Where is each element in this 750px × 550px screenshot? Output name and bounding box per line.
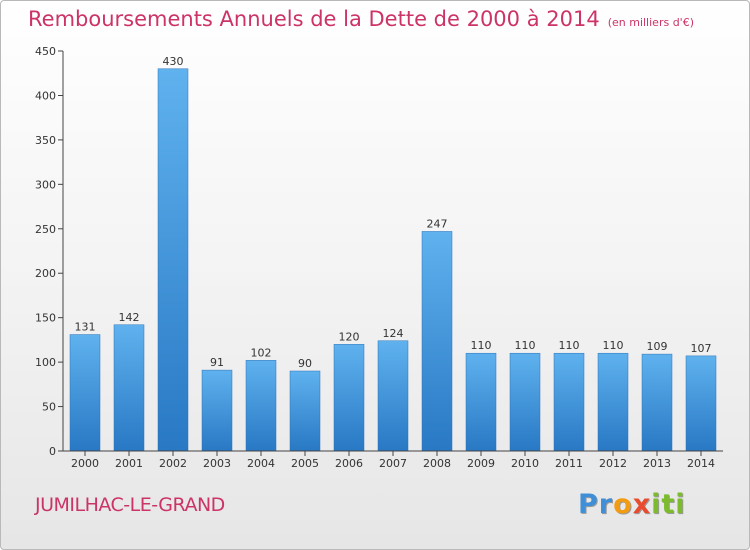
bar-2003 bbox=[201, 369, 233, 452]
data-label-2007: 124 bbox=[383, 327, 404, 340]
proxiti-logo: Proxiti bbox=[578, 489, 686, 520]
x-tick-label-2004: 2004 bbox=[247, 457, 275, 470]
data-label-2006: 120 bbox=[339, 330, 360, 343]
x-tick-label-2002: 2002 bbox=[159, 457, 187, 470]
logo-letter: r bbox=[598, 489, 614, 520]
y-tick-label: 50 bbox=[42, 401, 56, 414]
x-tick-label-2003: 2003 bbox=[203, 457, 231, 470]
x-tick-label-2001: 2001 bbox=[115, 457, 143, 470]
bar-2000 bbox=[69, 334, 101, 452]
bar-2005 bbox=[289, 370, 321, 452]
x-tick-label-2009: 2009 bbox=[467, 457, 495, 470]
bar-2010 bbox=[509, 352, 541, 452]
data-label-2013: 109 bbox=[647, 340, 668, 353]
bar-2011 bbox=[553, 352, 585, 452]
data-label-2008: 247 bbox=[427, 217, 448, 230]
data-label-2014: 107 bbox=[691, 342, 712, 355]
y-tick-label: 0 bbox=[49, 445, 56, 458]
y-tick-label: 150 bbox=[35, 312, 56, 325]
chart-title-text: Remboursements Annuels de la Dette de 20… bbox=[28, 7, 600, 31]
logo-letter: x bbox=[632, 489, 652, 520]
data-label-2010: 110 bbox=[515, 339, 536, 352]
data-label-2011: 110 bbox=[559, 339, 580, 352]
data-label-2004: 102 bbox=[251, 346, 272, 359]
bar-2009 bbox=[465, 352, 497, 452]
bar-2007 bbox=[377, 340, 409, 452]
x-tick-label-2014: 2014 bbox=[687, 457, 715, 470]
y-axis: 0 50 100 150 200 250 300 350 400 450 bbox=[35, 45, 64, 458]
x-tick-label-2005: 2005 bbox=[291, 457, 319, 470]
y-tick-label: 200 bbox=[35, 267, 56, 280]
x-tick-label-2010: 2010 bbox=[511, 457, 539, 470]
logo-letter: o bbox=[613, 489, 633, 520]
logo-letter: P bbox=[578, 489, 599, 520]
data-label-2012: 110 bbox=[603, 339, 624, 352]
bar-2008 bbox=[421, 231, 453, 452]
bar-2006 bbox=[333, 344, 365, 452]
data-label-2001: 142 bbox=[119, 311, 140, 324]
logo-letter: i bbox=[675, 489, 686, 520]
commune-name: JUMILHAC-LE-GRAND bbox=[35, 494, 225, 516]
y-tick-label: 450 bbox=[35, 45, 56, 58]
logo-letter: i bbox=[651, 489, 662, 520]
x-tick-label-2008: 2008 bbox=[423, 457, 451, 470]
bars: 131 142 430 91 102 90 120 124 247 110 110 110 110 109… bbox=[69, 55, 717, 452]
x-tick-label-2012: 2012 bbox=[599, 457, 627, 470]
bar-2013 bbox=[641, 353, 673, 452]
bar-2014 bbox=[685, 355, 717, 452]
y-tick-label: 400 bbox=[35, 89, 56, 102]
chart-title: Remboursements Annuels de la Dette de 20… bbox=[28, 7, 694, 31]
bar-2001 bbox=[113, 324, 145, 452]
bar-2002 bbox=[157, 68, 189, 452]
y-tick-label: 300 bbox=[35, 178, 56, 191]
data-label-2000: 131 bbox=[75, 321, 96, 334]
y-tick-label: 250 bbox=[35, 223, 56, 236]
y-tick-label: 350 bbox=[35, 134, 56, 147]
x-tick-label-2013: 2013 bbox=[643, 457, 671, 470]
x-tick-label-2007: 2007 bbox=[379, 457, 407, 470]
y-tick-label: 100 bbox=[35, 356, 56, 369]
logo-letter: t bbox=[661, 489, 676, 520]
x-axis: 2000 2001 2002 2003 2004 2005 2006 2007 2008 2009… bbox=[63, 450, 723, 470]
x-tick-label-2006: 2006 bbox=[335, 457, 363, 470]
x-tick-label-2000: 2000 bbox=[71, 457, 99, 470]
data-label-2002: 430 bbox=[163, 55, 184, 68]
bar-2004 bbox=[245, 360, 277, 452]
x-tick-label-2011: 2011 bbox=[555, 457, 583, 470]
chart-unit-note: (en milliers d'€) bbox=[607, 16, 694, 29]
data-label-2005: 90 bbox=[298, 357, 312, 370]
bar-2012 bbox=[597, 352, 629, 452]
data-label-2003: 91 bbox=[210, 356, 224, 369]
data-label-2009: 110 bbox=[471, 339, 492, 352]
